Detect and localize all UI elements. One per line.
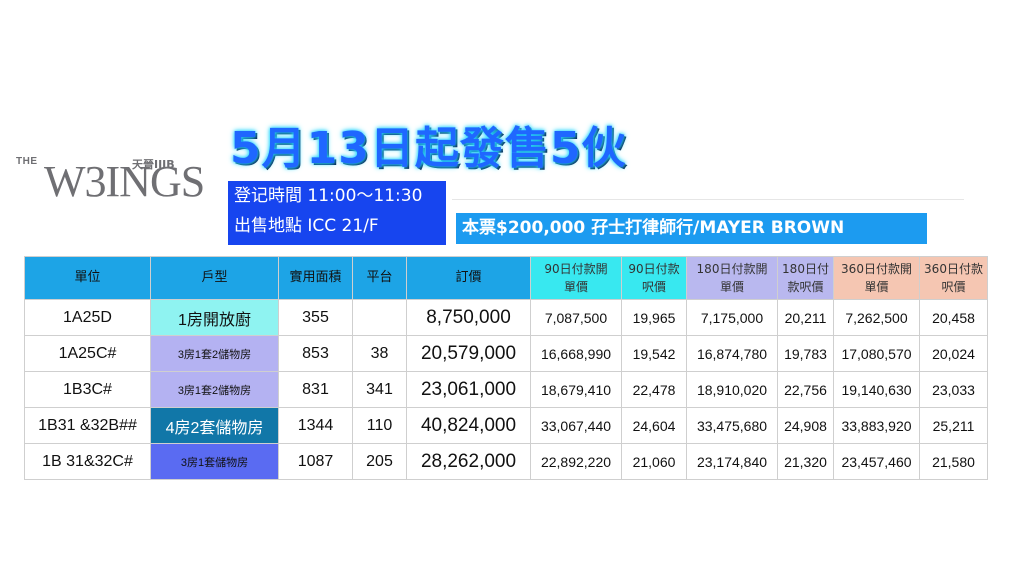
cell-unit: 1B 31&32C# xyxy=(24,443,151,480)
header-unit: 單位 xyxy=(24,256,151,300)
table-row: 1A25C# 3房1套2儲物房 853 38 20,579,000 16,668,990 1… xyxy=(24,335,988,372)
table-row: 1A25D 1房開放廚 355 8,750,000 7,087,500 19,965 7,1… xyxy=(24,299,988,336)
cell-180-price: 7,175,000 xyxy=(686,299,778,336)
table-row: 1B3C# 3房1套2儲物房 831 341 23,061,000 18,679,410 2… xyxy=(24,371,988,408)
cell-type: 1房開放廚 xyxy=(150,299,279,336)
cell-360-sqft: 23,033 xyxy=(919,371,988,408)
divider xyxy=(452,199,964,200)
cell-area: 1087 xyxy=(278,443,353,480)
header-type: 戶型 xyxy=(150,256,279,300)
cell-terrace: 205 xyxy=(352,443,407,480)
registration-info: 登记時間 11:00～11:30 出售地點 ICC 21/F xyxy=(228,181,446,245)
cell-360-sqft: 21,580 xyxy=(919,443,988,480)
cell-360-sqft: 20,024 xyxy=(919,335,988,372)
header-90-price: 90日付款開 單價 xyxy=(530,256,622,300)
cell-180-sqft: 20,211 xyxy=(777,299,834,336)
header-price: 訂價 xyxy=(406,256,531,300)
cell-90-price: 18,679,410 xyxy=(530,371,622,408)
cell-unit: 1A25C# xyxy=(24,335,151,372)
cell-price: 23,061,000 xyxy=(406,371,531,408)
cell-180-price: 33,475,680 xyxy=(686,407,778,444)
cell-180-sqft: 24,908 xyxy=(777,407,834,444)
cell-90-price: 16,668,990 xyxy=(530,335,622,372)
sale-headline: 5月13日起發售5伙 xyxy=(230,123,627,174)
logo-chinese-text: 天晉IIIB xyxy=(132,158,175,171)
header-360-price: 360日付款開 單價 xyxy=(833,256,920,300)
cell-360-price: 7,262,500 xyxy=(833,299,920,336)
cell-price: 8,750,000 xyxy=(406,299,531,336)
cell-180-price: 16,874,780 xyxy=(686,335,778,372)
cell-90-price: 33,067,440 xyxy=(530,407,622,444)
cell-area: 1344 xyxy=(278,407,353,444)
cell-180-sqft: 21,320 xyxy=(777,443,834,480)
the-wings-logo: THE W3INGS 天晉IIIB xyxy=(14,138,205,213)
header-area: 實用面積 xyxy=(278,256,353,300)
cell-90-price: 22,892,220 xyxy=(530,443,622,480)
cell-type: 3房1套儲物房 xyxy=(150,443,279,480)
cell-360-sqft: 20,458 xyxy=(919,299,988,336)
table-header-row: 單位 戶型 實用面積 平台 訂價 90日付款開 單價 90日付款 呎價 180日付款開 單價 180日… xyxy=(24,256,988,300)
cell-180-price: 18,910,020 xyxy=(686,371,778,408)
cell-terrace xyxy=(352,299,407,336)
sale-location: 出售地點 ICC 21/F xyxy=(234,216,379,236)
header-360-sqft: 360日付款 呎價 xyxy=(919,256,988,300)
cell-360-price: 23,457,460 xyxy=(833,443,920,480)
cell-90-price: 7,087,500 xyxy=(530,299,622,336)
cell-type: 3房1套2儲物房 xyxy=(150,335,279,372)
header-180-price: 180日付款開 單價 xyxy=(686,256,778,300)
deposit-notice: 本票$200,000 孖士打律師行/MAYER BROWN xyxy=(456,213,927,244)
cell-terrace: 341 xyxy=(352,371,407,408)
cell-unit: 1A25D xyxy=(24,299,151,336)
cell-360-price: 33,883,920 xyxy=(833,407,920,444)
header-180-sqft: 180日付 款呎價 xyxy=(777,256,834,300)
cell-180-price: 23,174,840 xyxy=(686,443,778,480)
cell-90-sqft: 21,060 xyxy=(621,443,687,480)
cell-price: 40,824,000 xyxy=(406,407,531,444)
cell-360-price: 19,140,630 xyxy=(833,371,920,408)
logo-wings-text: W3INGS xyxy=(44,157,205,206)
cell-terrace: 110 xyxy=(352,407,407,444)
cell-180-sqft: 19,783 xyxy=(777,335,834,372)
table-row: 1B 31&32C# 3房1套儲物房 1087 205 28,262,000 22,892… xyxy=(24,443,988,480)
cell-90-sqft: 24,604 xyxy=(621,407,687,444)
cell-90-sqft: 19,542 xyxy=(621,335,687,372)
header-90-sqft: 90日付款 呎價 xyxy=(621,256,687,300)
header-terrace: 平台 xyxy=(352,256,407,300)
cell-90-sqft: 22,478 xyxy=(621,371,687,408)
cell-90-sqft: 19,965 xyxy=(621,299,687,336)
cell-terrace: 38 xyxy=(352,335,407,372)
cell-360-sqft: 25,211 xyxy=(919,407,988,444)
cell-area: 853 xyxy=(278,335,353,372)
cell-360-price: 17,080,570 xyxy=(833,335,920,372)
cell-price: 28,262,000 xyxy=(406,443,531,480)
cell-area: 831 xyxy=(278,371,353,408)
price-table: 單位 戶型 實用面積 平台 訂價 90日付款開 單價 90日付款 呎價 180日付款開 單價 180日… xyxy=(24,256,988,480)
cell-unit: 1B31 &32B## xyxy=(24,407,151,444)
logo-the-text: THE xyxy=(16,156,38,167)
cell-area: 355 xyxy=(278,299,353,336)
registration-time: 登记時間 11:00～11:30 xyxy=(234,186,423,206)
cell-type: 3房1套2儲物房 xyxy=(150,371,279,408)
cell-type: 4房2套儲物房 xyxy=(150,407,279,444)
cell-price: 20,579,000 xyxy=(406,335,531,372)
cell-180-sqft: 22,756 xyxy=(777,371,834,408)
cell-unit: 1B3C# xyxy=(24,371,151,408)
table-row: 1B31 &32B## 4房2套儲物房 1344 110 40,824,000 33,06… xyxy=(24,407,988,444)
